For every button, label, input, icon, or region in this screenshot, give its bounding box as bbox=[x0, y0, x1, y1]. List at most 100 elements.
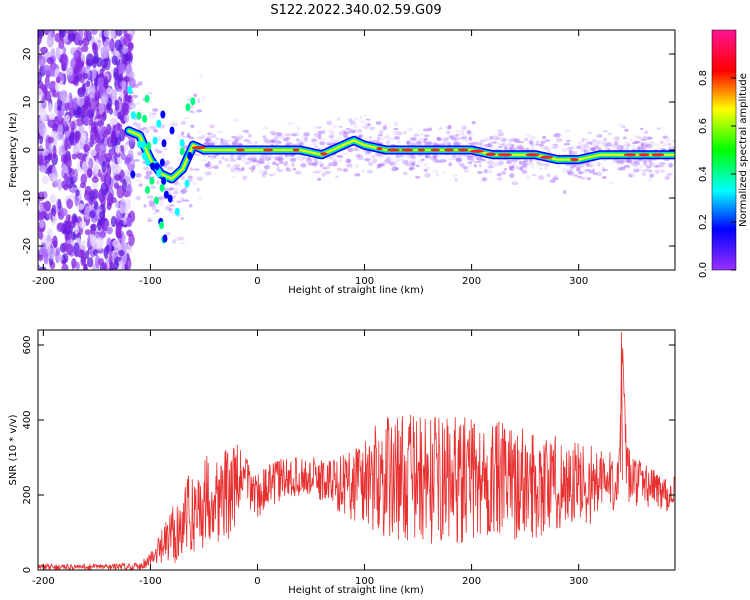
spectral-noise-blob bbox=[73, 242, 80, 256]
spectral-noise-blob bbox=[61, 242, 69, 252]
spectral-halo-dot bbox=[258, 157, 266, 163]
spectral-noise-blob bbox=[89, 100, 96, 114]
spectrogram-cloud bbox=[38, 30, 675, 270]
spectral-halo-dot bbox=[224, 158, 229, 162]
spectral-noise-blob bbox=[67, 33, 75, 42]
spectral-halo-dot bbox=[284, 133, 291, 137]
spectral-noise-blob bbox=[115, 144, 121, 154]
spectral-halo-dot bbox=[325, 165, 330, 170]
spectral-halo-dot bbox=[497, 142, 501, 146]
spectral-noise-blob bbox=[115, 30, 123, 37]
spectral-noise-blob bbox=[122, 44, 128, 55]
spectral-halo-dot bbox=[423, 169, 429, 172]
spectral-noise-blob bbox=[38, 191, 41, 199]
spectral-halo-dot bbox=[161, 195, 166, 201]
spectral-halo-dot bbox=[384, 122, 388, 126]
ridge-blob bbox=[149, 176, 155, 185]
spectral-halo-dot bbox=[581, 137, 585, 143]
spectral-halo-dot bbox=[135, 195, 142, 201]
spectral-halo-dot bbox=[643, 162, 649, 167]
spectral-halo-dot bbox=[389, 158, 395, 162]
spectral-halo-dot bbox=[255, 163, 262, 167]
spectral-halo-dot bbox=[188, 136, 194, 140]
ridge-blob bbox=[127, 86, 133, 95]
spectral-halo-dot bbox=[425, 154, 429, 159]
ridge-blob bbox=[154, 162, 160, 171]
spectral-halo-dot bbox=[458, 162, 465, 168]
spectral-halo-dot bbox=[319, 138, 326, 142]
spectral-halo-dot bbox=[667, 142, 672, 146]
spectral-halo-dot bbox=[201, 95, 206, 101]
spectral-noise-blob bbox=[43, 253, 49, 265]
spectral-noise-blob bbox=[106, 226, 113, 235]
spectral-noise-blob bbox=[92, 42, 98, 54]
spectral-halo-dot bbox=[470, 157, 475, 161]
spectral-halo-dot bbox=[584, 169, 591, 172]
colorbar-tick-label: 0.6 bbox=[698, 118, 709, 134]
spectral-noise-blob bbox=[93, 121, 99, 135]
ridge-blob bbox=[144, 94, 150, 103]
spectral-halo-dot bbox=[232, 169, 240, 174]
spectral-halo-dot bbox=[446, 130, 451, 135]
spectral-halo-dot bbox=[204, 162, 211, 167]
spectral-halo-dot bbox=[153, 148, 160, 152]
spectral-halo-dot bbox=[431, 158, 436, 162]
ridge-peak-segment bbox=[430, 148, 441, 152]
spectral-halo-dot bbox=[136, 109, 142, 112]
spectral-halo-dot bbox=[409, 167, 416, 170]
spectral-noise-blob bbox=[66, 198, 74, 210]
spectral-noise-blob bbox=[120, 152, 127, 160]
spectral-noise-blob bbox=[121, 234, 127, 242]
ridge-blob bbox=[163, 190, 169, 199]
spectral-halo-dot bbox=[526, 175, 531, 181]
spectral-halo-dot bbox=[456, 154, 463, 159]
spectral-noise-blob bbox=[44, 154, 51, 164]
spectral-halo-dot bbox=[553, 133, 561, 138]
spectral-halo-dot bbox=[209, 124, 216, 129]
spectral-noise-blob bbox=[105, 244, 110, 253]
spectral-noise-blob bbox=[84, 206, 91, 220]
spectral-halo-dot bbox=[328, 134, 334, 138]
spectral-halo-dot bbox=[620, 125, 626, 129]
spectral-halo-dot bbox=[514, 138, 520, 144]
spectral-halo-dot bbox=[178, 184, 182, 187]
spectral-halo-dot bbox=[269, 130, 277, 134]
spectral-halo-dot bbox=[244, 161, 250, 165]
spectral-halo-dot bbox=[137, 81, 143, 86]
spectral-halo-dot bbox=[495, 177, 501, 181]
spectral-halo-dot bbox=[464, 170, 469, 173]
spectral-halo-dot bbox=[180, 197, 185, 203]
spectral-halo-dot bbox=[180, 131, 185, 136]
spectral-halo-dot bbox=[349, 120, 356, 126]
spectral-halo-dot bbox=[419, 132, 425, 137]
spectral-halo-dot bbox=[163, 163, 168, 168]
spectral-halo-dot bbox=[576, 145, 582, 149]
spectral-halo-dot bbox=[180, 175, 186, 181]
ridge-blob bbox=[146, 141, 152, 150]
ridge-blob bbox=[156, 169, 162, 178]
spectral-halo-dot bbox=[292, 167, 297, 171]
spectral-halo-dot bbox=[436, 137, 442, 142]
spectral-noise-blob bbox=[110, 215, 117, 228]
spectral-noise-blob bbox=[38, 43, 41, 55]
spectral-noise-blob bbox=[41, 85, 48, 92]
spectral-halo-dot bbox=[218, 160, 223, 165]
x-tick-label: 300 bbox=[569, 576, 588, 587]
spectral-halo-dot bbox=[553, 143, 559, 149]
spectral-halo-dot bbox=[199, 74, 203, 79]
spectral-halo-dot bbox=[454, 177, 458, 182]
spectral-halo-dot bbox=[174, 187, 179, 192]
spectral-noise-blob bbox=[71, 153, 78, 160]
spectral-noise-blob bbox=[113, 66, 119, 78]
snr-y-label: SNR (10 * v/v) bbox=[8, 414, 19, 485]
spectral-halo-dot bbox=[496, 172, 502, 177]
spectral-halo-dot bbox=[540, 140, 546, 144]
spectral-noise-blob bbox=[98, 125, 105, 136]
spectral-halo-dot bbox=[546, 173, 551, 178]
spectral-halo-dot bbox=[270, 133, 276, 136]
spectral-noise-blob bbox=[82, 72, 89, 79]
spectral-halo-dot bbox=[538, 167, 543, 171]
spectral-halo-dot bbox=[424, 172, 431, 178]
spectral-halo-dot bbox=[460, 129, 464, 135]
